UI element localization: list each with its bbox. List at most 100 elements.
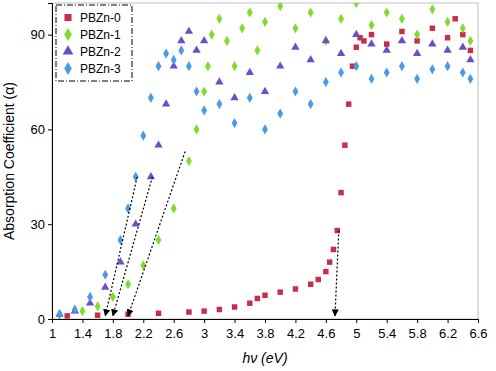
point: [185, 27, 193, 34]
x-tick: 2.2: [135, 319, 153, 341]
legend-symbol: [64, 14, 71, 21]
y-tick-label: 0: [38, 312, 45, 327]
point: [201, 86, 207, 96]
legend-label: PBZn-3: [80, 62, 121, 76]
x-tick-label: 6.2: [439, 326, 457, 341]
point: [247, 93, 253, 103]
y-tick: 30: [31, 217, 52, 232]
point: [102, 270, 108, 280]
point: [110, 292, 116, 302]
point: [293, 286, 298, 291]
point: [352, 30, 360, 37]
point: [308, 282, 313, 287]
x-tick-label: 2.2: [135, 326, 153, 341]
point: [262, 124, 268, 134]
point: [194, 124, 200, 134]
point: [216, 99, 222, 109]
x-tick-mark: [235, 319, 236, 323]
point: [460, 67, 466, 77]
x-tick: 5: [353, 319, 360, 341]
point: [171, 55, 177, 65]
point: [322, 36, 330, 43]
point: [429, 64, 435, 74]
series-2: [55, 27, 474, 317]
point: [224, 36, 230, 46]
point: [232, 61, 238, 71]
point: [327, 259, 332, 264]
point: [147, 172, 155, 179]
x-tick: 2.6: [165, 319, 183, 341]
point: [459, 42, 467, 49]
point: [398, 36, 406, 43]
x-tick: 1.8: [104, 319, 122, 341]
point: [194, 86, 200, 96]
x-tick-mark: [82, 319, 83, 323]
series-3: [57, 45, 474, 319]
x-tick-label: 5.4: [378, 326, 396, 341]
x-tick-label: 1.8: [104, 326, 122, 341]
point: [292, 23, 298, 33]
point: [178, 45, 184, 55]
y-tick-mark: [48, 35, 52, 36]
x-tick-mark: [204, 319, 205, 323]
legend-label: PBZn-1: [80, 28, 121, 42]
x-axis: 11.41.82.22.633.43.84.24.655.45.86.26.6: [49, 319, 488, 341]
point: [262, 17, 268, 27]
point: [316, 277, 321, 282]
point: [261, 87, 269, 94]
point: [239, 23, 245, 33]
y-axis: 0 30 60 90: [31, 4, 53, 327]
point: [468, 48, 473, 53]
point: [443, 46, 451, 53]
point: [445, 35, 450, 40]
point: [262, 293, 267, 298]
point: [79, 306, 85, 316]
y-axis-line: [48, 4, 53, 320]
point: [132, 219, 140, 226]
point: [230, 93, 238, 100]
point: [201, 308, 206, 313]
x-tick-label: 3: [201, 326, 208, 341]
point: [467, 74, 473, 84]
point: [383, 46, 391, 53]
point: [413, 49, 421, 56]
point: [140, 131, 146, 141]
point: [217, 307, 222, 312]
point: [399, 14, 405, 24]
legend-symbol: [64, 62, 72, 75]
point: [247, 300, 252, 305]
point: [308, 7, 314, 17]
tangent-line: [335, 231, 339, 316]
point: [292, 86, 298, 96]
point: [346, 101, 351, 106]
point: [57, 309, 63, 319]
y-tick: 60: [31, 122, 52, 137]
point: [452, 16, 457, 21]
point: [277, 289, 282, 294]
point: [64, 313, 69, 318]
y-tick-label: 30: [31, 217, 45, 232]
point: [277, 3, 283, 11]
point: [192, 46, 200, 53]
point: [156, 311, 161, 316]
x-tick-mark: [174, 319, 175, 323]
legend-box: [56, 5, 132, 81]
point: [369, 74, 375, 84]
y-axis-title: Absorption Coefficient (α): [1, 82, 17, 240]
point: [57, 309, 63, 319]
x-tick-mark: [387, 319, 388, 323]
point: [215, 77, 223, 84]
point: [291, 42, 299, 49]
point: [353, 3, 359, 8]
point: [162, 99, 170, 106]
tangent-line: [128, 152, 185, 316]
point: [308, 99, 314, 109]
point: [209, 30, 215, 40]
point: [87, 292, 93, 302]
point: [399, 29, 404, 34]
point: [154, 140, 162, 147]
x-tick-mark: [326, 319, 327, 323]
x-tick-label: 4.2: [287, 326, 305, 341]
y-tick-label: 90: [31, 27, 45, 42]
point: [323, 77, 329, 87]
